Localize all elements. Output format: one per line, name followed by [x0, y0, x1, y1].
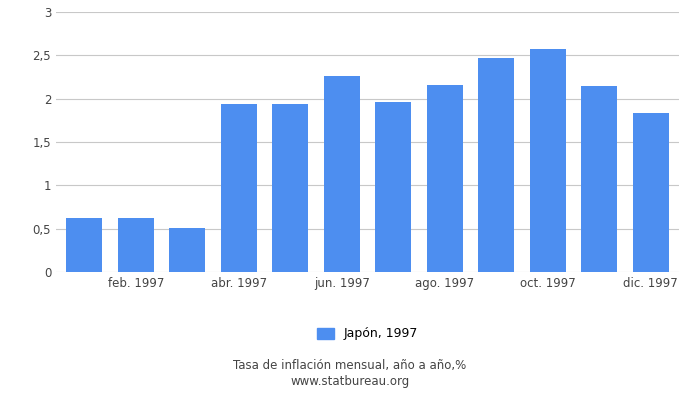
Bar [375, 102, 412, 272]
Bar [530, 49, 566, 272]
Bar [169, 228, 205, 272]
Bar [272, 104, 308, 272]
Bar [478, 58, 514, 272]
Bar [66, 218, 102, 272]
Bar [220, 104, 257, 272]
Text: www.statbureau.org: www.statbureau.org [290, 376, 410, 388]
Bar [323, 76, 360, 272]
Bar [581, 86, 617, 272]
Legend: Japón, 1997: Japón, 1997 [312, 322, 424, 346]
Bar [427, 85, 463, 272]
Bar [633, 112, 668, 272]
Bar [118, 218, 154, 272]
Text: Tasa de inflación mensual, año a año,%: Tasa de inflación mensual, año a año,% [233, 360, 467, 372]
